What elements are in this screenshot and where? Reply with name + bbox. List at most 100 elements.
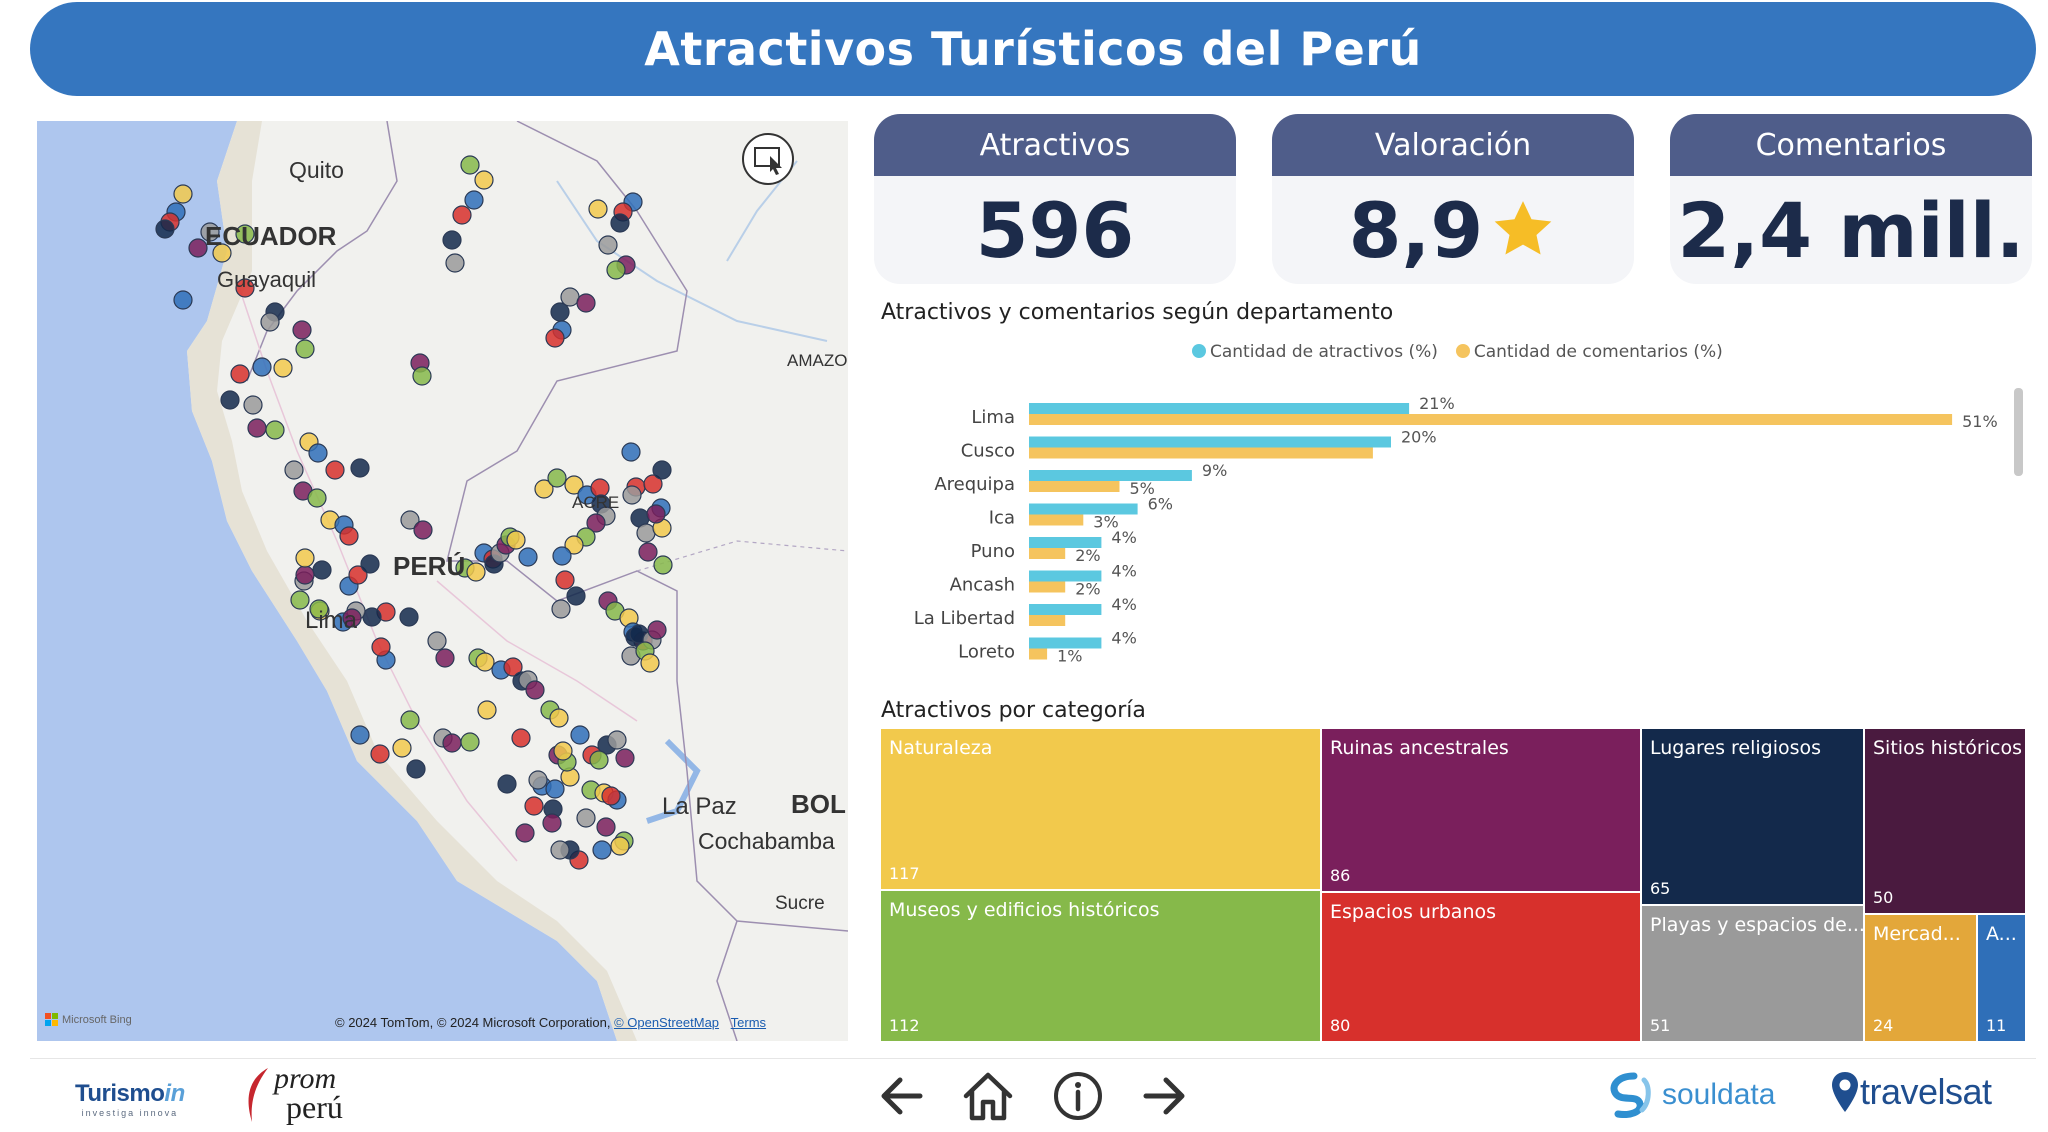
attraction-marker[interactable] [576,293,596,313]
attraction-marker[interactable] [503,657,523,677]
attraction-marker[interactable] [586,513,606,533]
attraction-marker[interactable] [371,637,391,657]
attraction-marker[interactable] [350,458,370,478]
attraction-marker[interactable] [212,243,232,263]
attraction-marker[interactable] [545,779,565,799]
attraction-marker[interactable] [342,608,362,628]
bar-atractivos[interactable] [1029,470,1192,481]
attraction-marker[interactable] [325,460,345,480]
attraction-marker[interactable] [460,155,480,175]
attraction-marker[interactable] [622,485,642,505]
attraction-marker[interactable] [392,738,412,758]
attraction-marker[interactable] [553,741,573,761]
attraction-marker[interactable] [399,607,419,627]
back-arrow-icon[interactable] [874,1068,930,1124]
attraction-marker[interactable] [273,358,293,378]
attraction-marker[interactable] [464,190,484,210]
info-icon[interactable] [1050,1068,1106,1124]
attraction-marker[interactable] [292,320,312,340]
attraction-marker[interactable] [615,748,635,768]
attraction-marker[interactable] [155,219,175,239]
attraction-marker[interactable] [466,562,486,582]
attraction-marker[interactable] [312,560,332,580]
attraction-marker[interactable] [515,823,535,843]
home-icon[interactable] [960,1068,1016,1124]
bar-comentarios[interactable] [1029,481,1120,492]
attraction-marker[interactable] [524,796,544,816]
attraction-marker[interactable] [640,653,660,673]
attraction-marker[interactable] [607,730,627,750]
bar-atractivos[interactable] [1029,637,1102,649]
forward-arrow-icon[interactable] [1136,1068,1192,1124]
treemap[interactable]: Naturaleza 117 Museos y edificios históri… [881,729,2025,1041]
attraction-marker[interactable] [307,488,327,508]
attraction-marker[interactable] [570,725,590,745]
attraction-marker[interactable] [647,620,667,640]
attraction-marker[interactable] [295,565,315,585]
attraction-marker[interactable] [596,817,616,837]
attraction-marker[interactable] [550,302,570,322]
attraction-marker[interactable] [295,548,315,568]
attraction-marker[interactable] [592,840,612,860]
bar-comentarios[interactable] [1029,548,1066,559]
attraction-marker[interactable] [646,504,666,524]
attraction-marker[interactable] [477,700,497,720]
attraction-marker[interactable] [525,680,545,700]
attraction-marker[interactable] [564,475,584,495]
attraction-marker[interactable] [400,710,420,730]
bar-comentarios[interactable] [1029,648,1048,660]
attraction-marker[interactable] [542,813,562,833]
bar-atractivos[interactable] [1029,503,1138,515]
attraction-marker[interactable] [435,648,455,668]
bar-atractivos[interactable] [1029,604,1102,615]
attraction-marker[interactable] [452,205,472,225]
attraction-marker[interactable] [518,547,538,567]
attraction-marker[interactable] [636,523,656,543]
attraction-marker[interactable] [598,235,618,255]
attraction-marker[interactable] [360,554,380,574]
attraction-marker[interactable] [606,260,626,280]
legend-item-atractivos[interactable]: Cantidad de atractivos (%) [1192,342,1438,362]
attraction-marker[interactable] [475,652,495,672]
bar-atractivos[interactable] [1029,436,1391,448]
attraction-marker[interactable] [284,460,304,480]
attraction-marker[interactable] [265,420,285,440]
openstreetmap-link[interactable]: © OpenStreetMap [614,1015,720,1030]
attraction-marker[interactable] [460,732,480,752]
focus-mode-icon[interactable] [742,133,794,185]
attraction-marker[interactable] [247,418,267,438]
attraction-marker[interactable] [235,278,255,298]
attraction-marker[interactable] [427,631,447,651]
bar-chart-scrollbar[interactable] [2014,388,2023,476]
attraction-marker[interactable] [643,474,663,494]
attraction-marker[interactable] [566,586,586,606]
attraction-marker[interactable] [653,555,673,575]
attraction-marker[interactable] [348,565,368,585]
attraction-marker[interactable] [235,224,255,244]
bar-comentarios[interactable] [1029,447,1373,459]
bar-atractivos[interactable] [1029,403,1410,414]
bar-chart-legend[interactable]: Cantidad de atractivos (%) Cantidad de c… [1192,342,1723,362]
tile-lugares-religiosos[interactable]: Lugares religiosos 65 [1642,729,1863,904]
attraction-marker[interactable] [442,230,462,250]
attraction-marker[interactable] [400,510,420,530]
attraction-marker[interactable] [350,725,370,745]
tile-ruinas-ancestrales[interactable]: Ruinas ancestrales 86 [1322,729,1640,891]
attraction-marker[interactable] [290,590,310,610]
tile-espacios-urbanos[interactable]: Espacios urbanos 80 [1322,893,1640,1041]
attraction-marker[interactable] [511,728,531,748]
map-canvas[interactable] [37,121,848,1041]
attraction-marker[interactable] [576,808,596,828]
tile-a[interactable]: A... 11 [1978,915,2025,1041]
attraction-marker[interactable] [370,744,390,764]
bar-comentarios[interactable] [1029,514,1084,526]
attraction-marker[interactable] [200,222,220,242]
attraction-marker[interactable] [545,328,565,348]
attraction-marker[interactable] [610,836,630,856]
attraction-marker[interactable] [220,390,240,410]
attraction-marker[interactable] [550,840,570,860]
tile-mercados[interactable]: Mercad... 24 [1865,915,1976,1041]
attraction-marker[interactable] [528,770,548,790]
attraction-marker[interactable] [589,750,609,770]
attraction-marker[interactable] [621,442,641,462]
